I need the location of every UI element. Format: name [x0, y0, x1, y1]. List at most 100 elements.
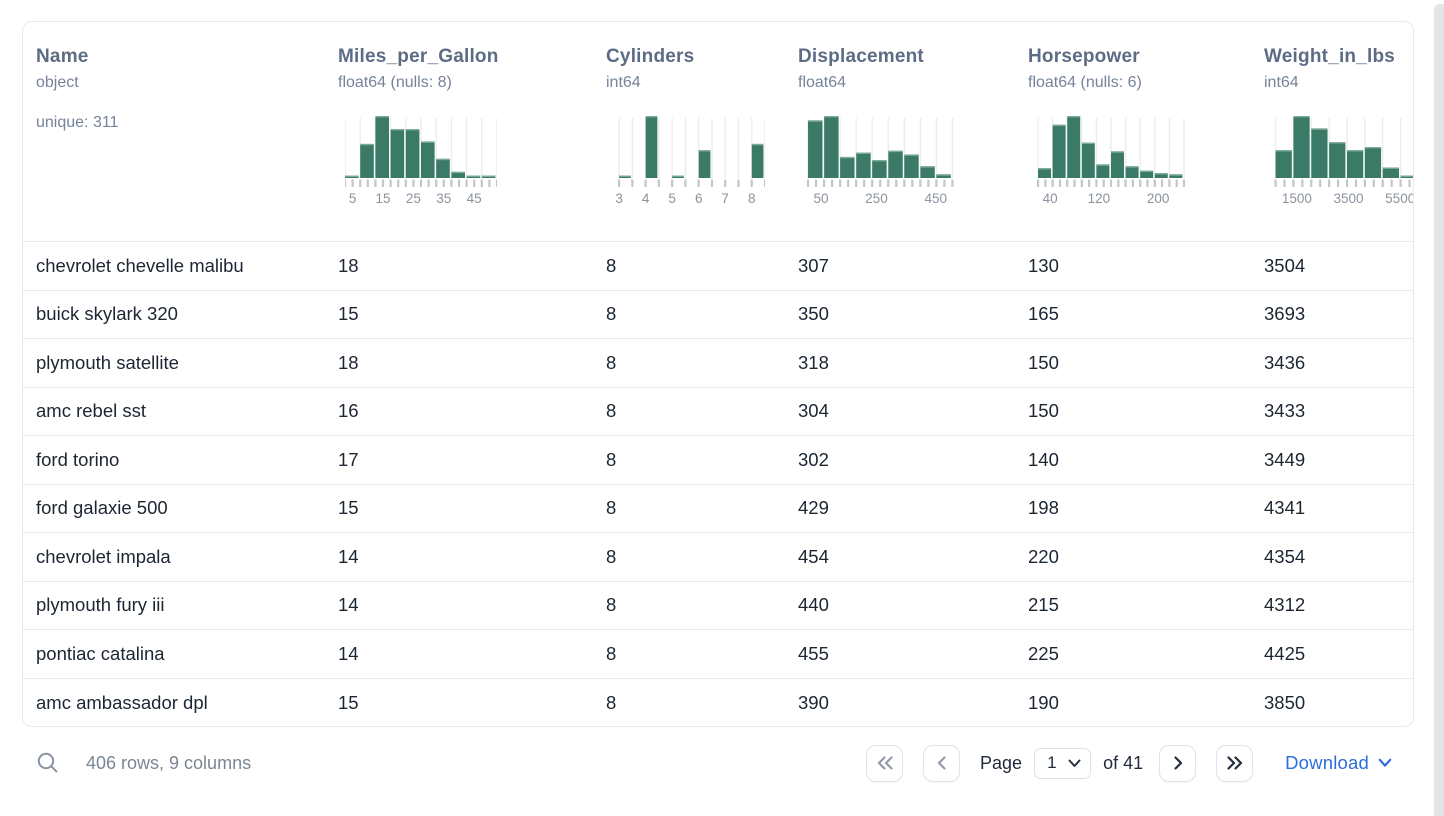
column-histogram[interactable]: 5 15 25 35 45 — [343, 115, 499, 208]
cell-weight_in_lbs: 4354 — [1264, 545, 1306, 567]
cell-name: chevrolet chevelle malibu — [36, 254, 244, 276]
column-histogram-chart[interactable]: 1500 3500 5500 — [1271, 115, 1414, 208]
hist-tick-label: 120 — [1088, 191, 1111, 206]
column-histogram-chart[interactable]: 3 4 5 6 7 8 — [613, 115, 767, 208]
column-title: Horsepower — [1028, 46, 1140, 67]
table-row: chevrolet chevelle malibu 18 8 307 130 3504 — [23, 242, 1413, 291]
cell-displacement: 455 — [798, 642, 829, 664]
column-dtype: float64 (nulls: 8) — [338, 74, 452, 91]
hist-tick-label: 5 — [349, 191, 357, 206]
cell-name: pontiac catalina — [36, 642, 165, 664]
column-histogram-chart[interactable]: 40 120 200 — [1035, 115, 1187, 208]
cell-cylinders: 8 — [606, 497, 617, 519]
hist-tick-label: 200 — [1147, 191, 1170, 206]
column-dtype: float64 — [798, 74, 847, 91]
column-header-name[interactable]: Name object unique: 311 — [23, 22, 325, 241]
table-row: ford galaxie 500 15 8 429 198 4341 — [23, 485, 1413, 533]
download-label: Download — [1285, 752, 1369, 773]
cell-miles_per_gallon: 17 — [338, 448, 359, 470]
row-column-count: 406 rows, 9 columns — [86, 752, 252, 773]
cell-cylinders: 8 — [606, 545, 617, 567]
cell-horsepower: 150 — [1028, 351, 1059, 373]
cell-miles_per_gallon: 14 — [338, 642, 359, 664]
table-row: pontiac catalina 14 8 455 225 4425 — [23, 630, 1413, 679]
column-dtype: int64 — [606, 74, 641, 91]
column-histogram[interactable]: 50 250 450 — [805, 115, 957, 208]
cell-miles_per_gallon: 15 — [338, 497, 359, 519]
hist-tick-label: 3 — [615, 191, 623, 206]
cell-miles_per_gallon: 15 — [338, 691, 359, 713]
download-button[interactable]: Download — [1285, 752, 1392, 774]
table-row: buick skylark 320 15 8 350 165 3693 — [23, 291, 1413, 339]
column-histogram[interactable]: 3 4 5 6 7 8 — [613, 115, 767, 208]
table-row: amc ambassador dpl 15 8 390 190 3850 — [23, 679, 1413, 727]
cell-name: ford torino — [36, 448, 120, 470]
cell-name: plymouth fury iii — [36, 594, 165, 616]
chevron-right-icon — [1174, 756, 1182, 770]
cell-displacement: 454 — [798, 545, 829, 567]
page-total-label: of 41 — [1103, 752, 1144, 773]
column-histogram-chart[interactable]: 50 250 450 — [805, 115, 957, 208]
cell-horsepower: 140 — [1028, 448, 1059, 470]
hist-tick-label: 3500 — [1333, 191, 1363, 206]
hist-tick-label: 8 — [748, 191, 756, 206]
last-page-button[interactable] — [1216, 744, 1254, 782]
column-title: Cylinders — [606, 46, 695, 67]
column-header-miles_per_gallon[interactable]: Miles_per_Gallon float64 (nulls: 8) 5 15 25 3… — [325, 22, 593, 241]
hist-tick-label: 7 — [721, 191, 729, 206]
first-page-button[interactable] — [866, 744, 904, 782]
column-histogram[interactable]: 1500 3500 5500 — [1271, 115, 1414, 208]
hist-tick-label: 450 — [924, 191, 947, 206]
cell-name: plymouth satellite — [36, 351, 179, 373]
cell-weight_in_lbs: 4312 — [1264, 594, 1306, 616]
chevrons-right-icon — [1227, 756, 1242, 770]
column-dtype: float64 (nulls: 6) — [1028, 74, 1142, 91]
chevron-left-icon — [937, 756, 946, 770]
cell-weight_in_lbs: 3693 — [1264, 303, 1306, 325]
column-histogram-chart[interactable]: 5 15 25 35 45 — [343, 115, 499, 208]
cell-miles_per_gallon: 18 — [338, 351, 359, 373]
table-body: chevrolet chevelle malibu 18 8 307 130 3504 bu… — [23, 242, 1413, 727]
cell-horsepower: 165 — [1028, 303, 1059, 325]
column-header-cylinders[interactable]: Cylinders int64 3 4 5 6 7 8 — [593, 22, 785, 241]
hist-tick-label: 15 — [375, 191, 390, 206]
search-icon[interactable] — [36, 751, 60, 775]
cell-name: amc ambassador dpl — [36, 691, 208, 713]
cell-miles_per_gallon: 18 — [338, 254, 359, 276]
pagination: Page 1 of 41 Download — [866, 744, 1392, 782]
cell-name: buick skylark 320 — [36, 303, 178, 325]
cell-weight_in_lbs: 3504 — [1264, 254, 1306, 276]
cell-miles_per_gallon: 14 — [338, 594, 359, 616]
table-row: plymouth fury iii 14 8 440 215 4312 — [23, 582, 1413, 630]
cell-cylinders: 8 — [606, 254, 617, 276]
column-dtype: int64 — [1264, 74, 1299, 91]
cell-horsepower: 215 — [1028, 594, 1059, 616]
chevron-down-icon — [1378, 758, 1392, 767]
hist-tick-label: 5 — [668, 191, 676, 206]
cell-displacement: 350 — [798, 303, 829, 325]
cell-cylinders: 8 — [606, 691, 617, 713]
column-title: Miles_per_Gallon — [338, 46, 499, 67]
column-histogram[interactable]: 40 120 200 — [1035, 115, 1187, 208]
cell-displacement: 302 — [798, 448, 829, 470]
column-header-displacement[interactable]: Displacement float64 50 250 450 — [785, 22, 1015, 241]
footer: 406 rows, 9 columns Page 1 of 41 D — [36, 741, 1392, 785]
cell-displacement: 429 — [798, 497, 829, 519]
cell-horsepower: 150 — [1028, 400, 1059, 422]
cell-miles_per_gallon: 15 — [338, 303, 359, 325]
cell-displacement: 318 — [798, 351, 829, 373]
next-page-button[interactable] — [1159, 744, 1197, 782]
hist-tick-label: 6 — [695, 191, 703, 206]
vertical-scrollbar-track[interactable] — [1434, 4, 1444, 816]
column-header-weight_in_lbs[interactable]: Weight_in_lbs int64 1500 3500 5500 — [1251, 22, 1414, 241]
prev-page-button[interactable] — [923, 744, 961, 782]
hist-tick-label: 4 — [642, 191, 650, 206]
page-select[interactable]: 1 — [1034, 747, 1092, 779]
cell-cylinders: 8 — [606, 448, 617, 470]
table-row: plymouth satellite 18 8 318 150 3436 — [23, 339, 1413, 388]
column-dtype: object — [36, 74, 79, 91]
table-row: chevrolet impala 14 8 454 220 4354 — [23, 533, 1413, 582]
column-header-horsepower[interactable]: Horsepower float64 (nulls: 6) 40 120 200 — [1015, 22, 1251, 241]
